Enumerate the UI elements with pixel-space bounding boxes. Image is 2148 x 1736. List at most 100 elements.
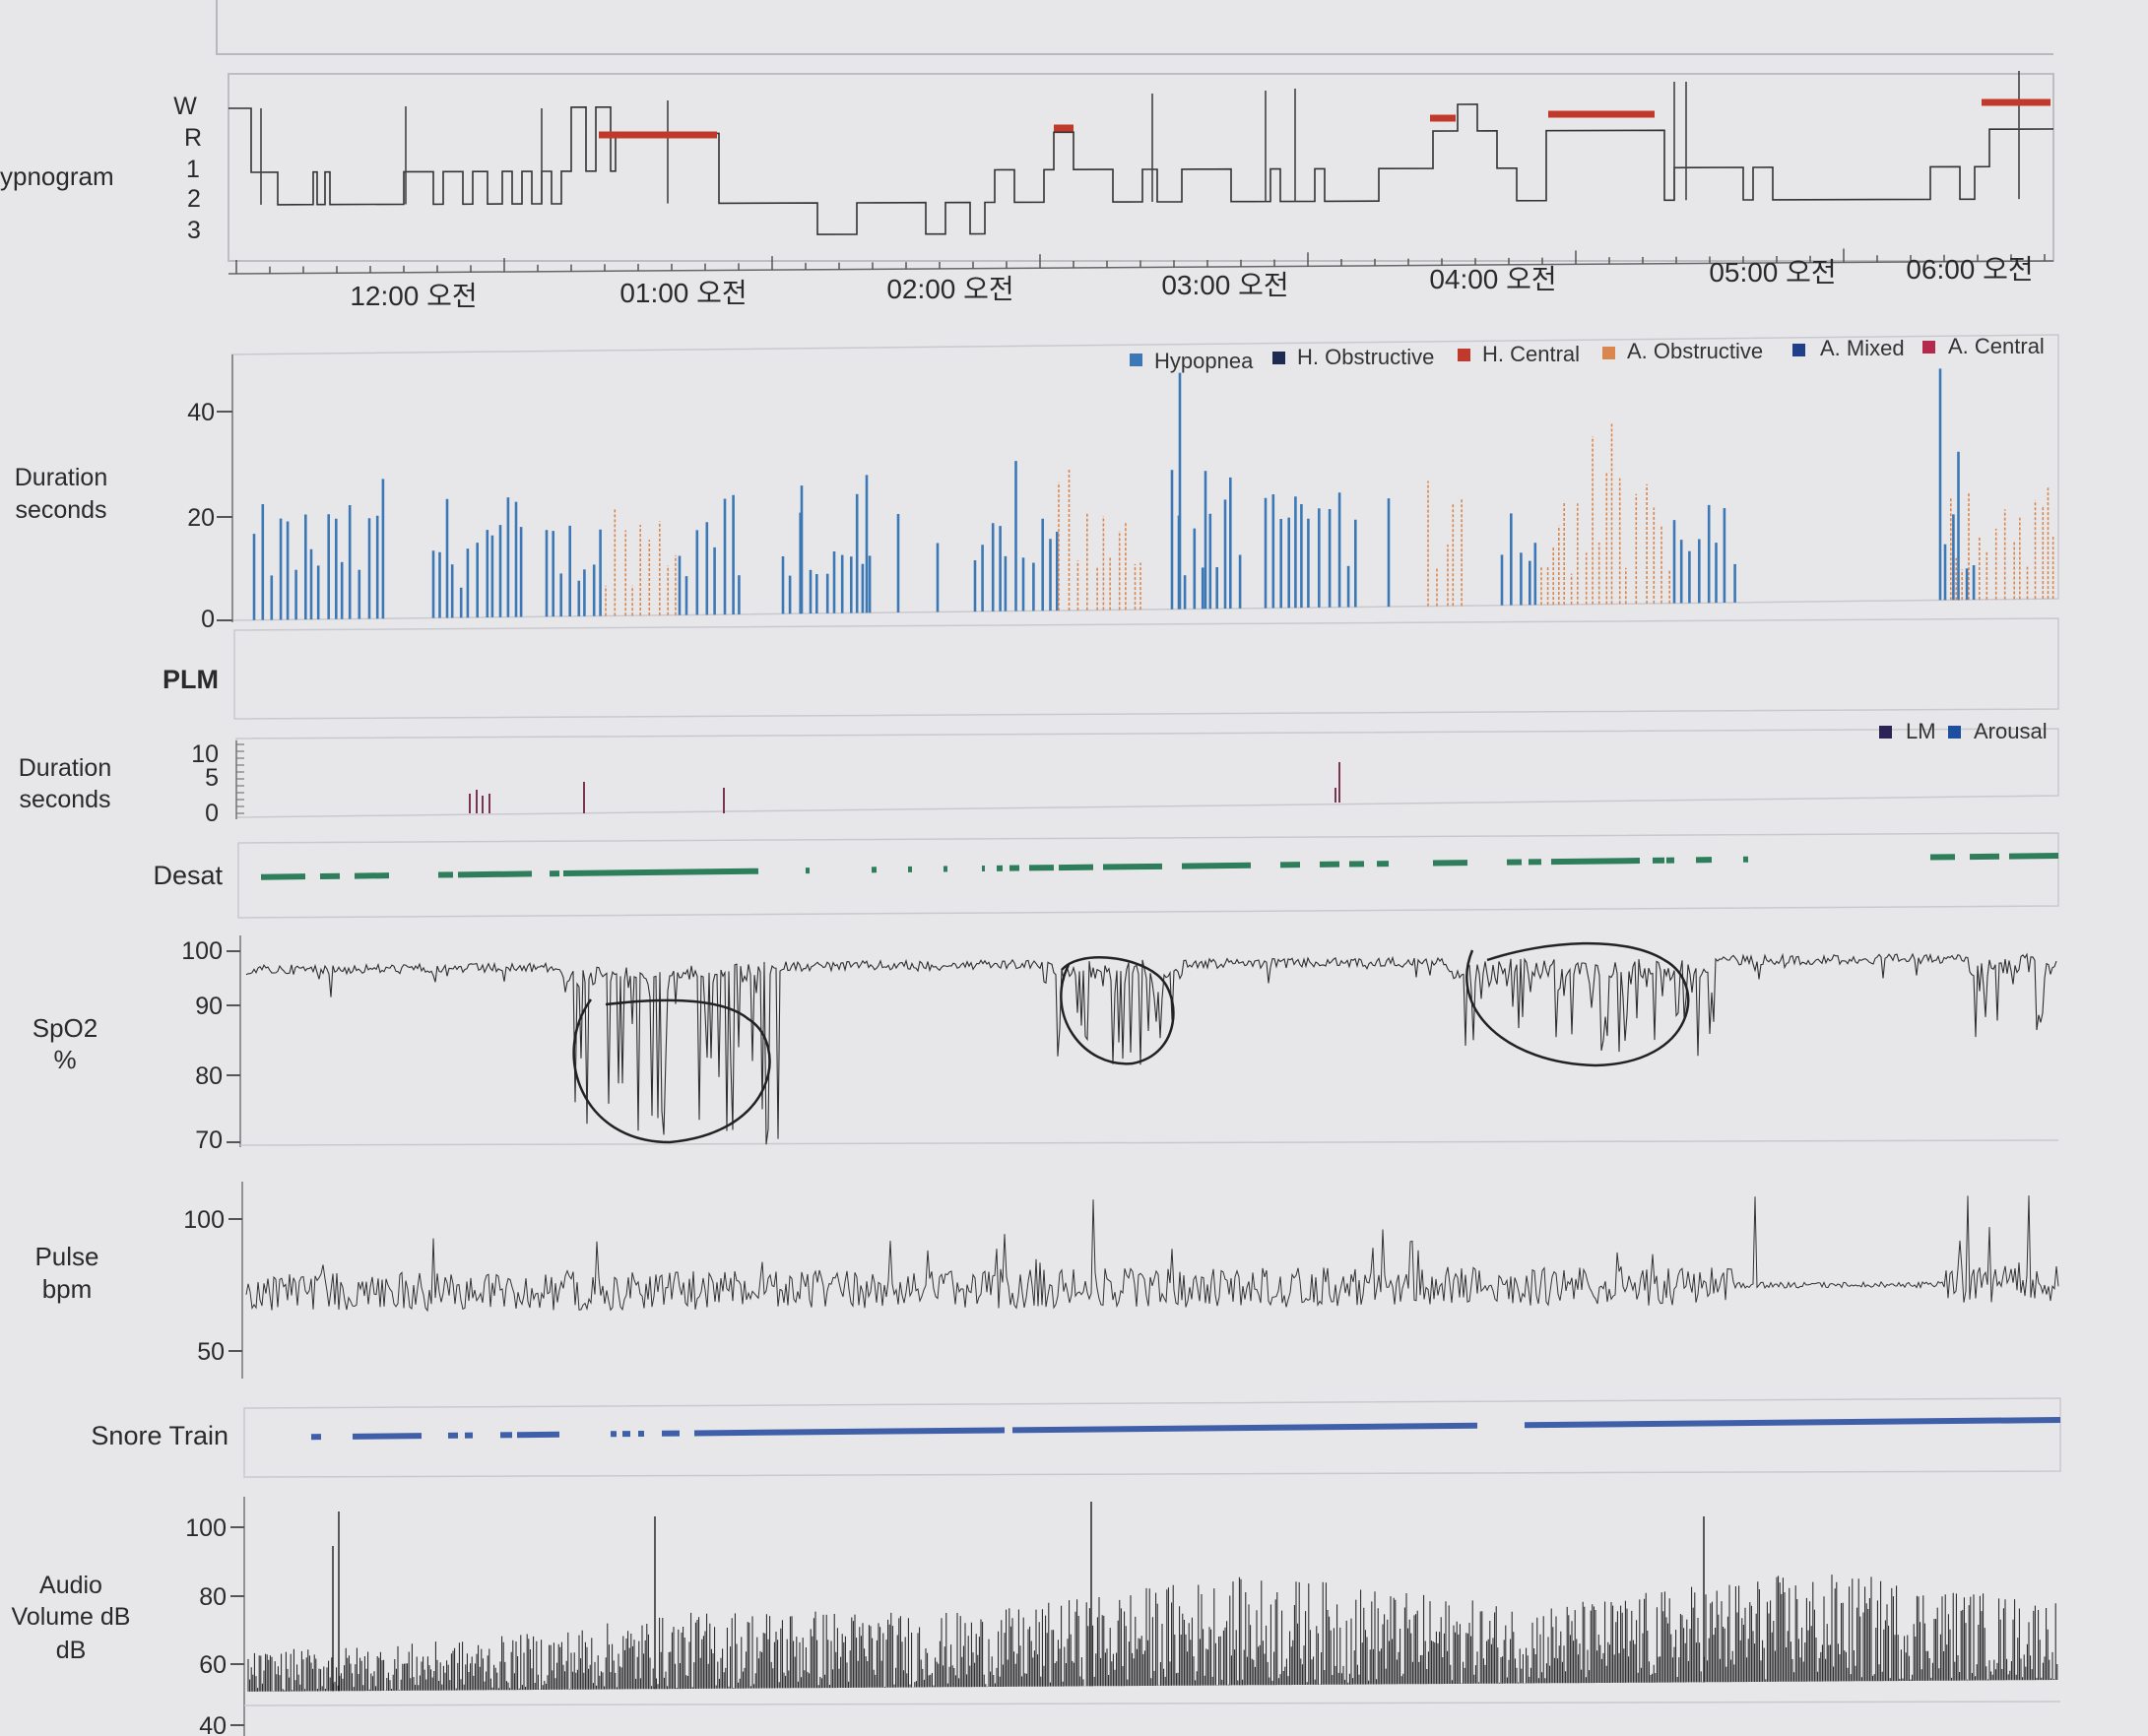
stage-label-3: 3 bbox=[187, 217, 201, 244]
pulse-trace bbox=[245, 1195, 2059, 1313]
respiratory-ylabel-2: seconds bbox=[15, 496, 106, 524]
spo2-ytick-100: 100 bbox=[181, 937, 223, 965]
legend-a-mixed: A. Mixed bbox=[1820, 336, 1905, 360]
legend-lm: LM bbox=[1906, 719, 1936, 743]
snore-segments bbox=[310, 1416, 2061, 1441]
desat-label: Desat bbox=[153, 861, 223, 890]
desat-segments bbox=[260, 853, 2059, 880]
audio-baseline bbox=[243, 1701, 2061, 1706]
plm-frame bbox=[233, 617, 2059, 720]
time-label-0600: 06:00 오전 bbox=[1906, 254, 2033, 285]
snore-segment bbox=[1524, 1416, 2061, 1429]
stage-label-1: 1 bbox=[186, 156, 200, 183]
spo2-baseline bbox=[239, 1139, 2059, 1146]
hypnogram-trace bbox=[228, 71, 2054, 235]
plm-panel: PLM bbox=[163, 617, 2059, 720]
spo2-ytick-70: 70 bbox=[195, 1126, 223, 1154]
snore-frame bbox=[243, 1397, 2061, 1478]
hypnogram-time-axis bbox=[228, 248, 2054, 275]
limb-ylabel-1: Duration bbox=[19, 754, 112, 782]
snore-segment bbox=[693, 1427, 1006, 1437]
time-label-0300: 03:00 오전 bbox=[1161, 270, 1288, 300]
snore-label: Snore Train bbox=[91, 1421, 228, 1450]
legend-swatch-hypopnea bbox=[1130, 354, 1142, 366]
legend-swatch-a-central bbox=[1922, 341, 1935, 354]
audio-volume-bars bbox=[247, 1575, 2058, 1692]
respiratory-legend: Hypopnea H. Obstructive H. Central A. Ob… bbox=[1130, 334, 2045, 373]
hypnogram-panel: ypnogram W R 1 2 3 12:00 오전 01:00 오전 02:… bbox=[0, 71, 2054, 311]
desat-segment bbox=[1102, 863, 1163, 870]
pulse-ylabel-1: Pulse bbox=[34, 1242, 98, 1271]
desat-segment bbox=[457, 870, 533, 878]
respiratory-panel: Duration seconds 40 20 0 Hypopnea H. Obs… bbox=[15, 334, 2059, 633]
audio-ylabel-3: dB bbox=[56, 1637, 87, 1664]
limb-ytick-5: 5 bbox=[205, 764, 219, 792]
desat-segment bbox=[260, 873, 306, 880]
hypnogram-step-line bbox=[228, 103, 2054, 235]
legend-arousal: Arousal bbox=[1974, 719, 2048, 743]
hypnogram-rem-segments bbox=[599, 98, 2050, 139]
snore-segment bbox=[1011, 1422, 1478, 1434]
legend-swatch-arousal bbox=[1948, 726, 1961, 739]
snore-segment bbox=[352, 1433, 423, 1440]
legend-h-central: H. Central bbox=[1482, 342, 1580, 366]
spo2-panel: SpO2 % 100 90 80 70 bbox=[33, 935, 2059, 1154]
pulse-line bbox=[245, 1195, 2059, 1313]
pulse-ylabel-2: bpm bbox=[42, 1274, 93, 1304]
time-label-0400: 04:00 오전 bbox=[1429, 264, 1556, 294]
spo2-ytick-80: 80 bbox=[195, 1062, 223, 1090]
legend-h-obstructive: H. Obstructive bbox=[1297, 345, 1434, 369]
pen-circle-annotation bbox=[572, 998, 771, 1144]
limb-panel: Duration seconds 10 5 0 LM Arousal bbox=[19, 719, 2059, 827]
respiratory-ytick-40: 40 bbox=[187, 399, 215, 426]
desat-panel: Desat bbox=[153, 832, 2059, 919]
time-label-0500: 05:00 오전 bbox=[1709, 257, 1836, 288]
audio-ytick-40: 40 bbox=[199, 1712, 227, 1736]
spo2-ytick-90: 90 bbox=[195, 993, 223, 1020]
spo2-trace bbox=[245, 952, 2057, 1145]
audio-ytick-100: 100 bbox=[185, 1514, 227, 1542]
respiratory-ytick-0: 0 bbox=[201, 606, 215, 633]
respiratory-event-bars bbox=[252, 368, 2054, 620]
spo2-line bbox=[245, 952, 2057, 1145]
desat-segment bbox=[1181, 862, 1252, 869]
audio-ytick-80: 80 bbox=[199, 1583, 227, 1611]
legend-a-central: A. Central bbox=[1948, 334, 2045, 358]
desat-segment bbox=[562, 868, 759, 877]
legend-swatch-a-obstructive bbox=[1602, 347, 1615, 359]
audio-ylabel-1: Audio bbox=[39, 1572, 102, 1599]
audio-ylabel-2: Volume dB bbox=[12, 1603, 131, 1631]
stage-label-w: W bbox=[173, 93, 197, 120]
time-label-0100: 01:00 오전 bbox=[619, 278, 747, 308]
time-label-0200: 02:00 오전 bbox=[886, 274, 1013, 304]
spo2-ylabel-2: % bbox=[53, 1045, 76, 1074]
pen-circle-annotation bbox=[1060, 956, 1175, 1065]
legend-swatch-lm bbox=[1879, 726, 1892, 739]
limb-ylabel-2: seconds bbox=[19, 786, 110, 813]
legend-swatch-h-central bbox=[1458, 349, 1470, 361]
snore-panel: Snore Train bbox=[91, 1397, 2061, 1478]
legend-hypopnea: Hypopnea bbox=[1154, 349, 1254, 373]
desat-segment bbox=[2008, 853, 2059, 860]
plm-label: PLM bbox=[163, 665, 219, 694]
pulse-panel: Pulse bpm 100 50 bbox=[34, 1182, 2059, 1379]
audio-trace bbox=[247, 1502, 2058, 1692]
pulse-ytick-50: 50 bbox=[197, 1338, 225, 1366]
spo2-ylabel-1: SpO2 bbox=[33, 1013, 98, 1043]
limb-ytick-10: 10 bbox=[191, 740, 219, 768]
audio-panel: Audio Volume dB dB 100 80 60 40 bbox=[12, 1497, 2061, 1736]
pen-circle-annotation bbox=[1465, 941, 1690, 1067]
legend-a-obstructive: A. Obstructive bbox=[1627, 339, 1763, 363]
limb-minor-ticks bbox=[236, 743, 244, 814]
pulse-ytick-100: 100 bbox=[183, 1206, 225, 1234]
time-label-1200: 12:00 오전 bbox=[350, 281, 477, 311]
limb-ytick-0: 0 bbox=[205, 800, 219, 827]
top-frame bbox=[216, 0, 2053, 55]
stage-label-r: R bbox=[184, 124, 202, 152]
audio-ytick-60: 60 bbox=[199, 1651, 227, 1679]
respiratory-ylabel-1: Duration bbox=[15, 464, 108, 491]
hypnogram-label: ypnogram bbox=[0, 161, 114, 191]
respiratory-ytick-20: 20 bbox=[187, 504, 215, 532]
legend-swatch-a-mixed bbox=[1792, 344, 1805, 356]
